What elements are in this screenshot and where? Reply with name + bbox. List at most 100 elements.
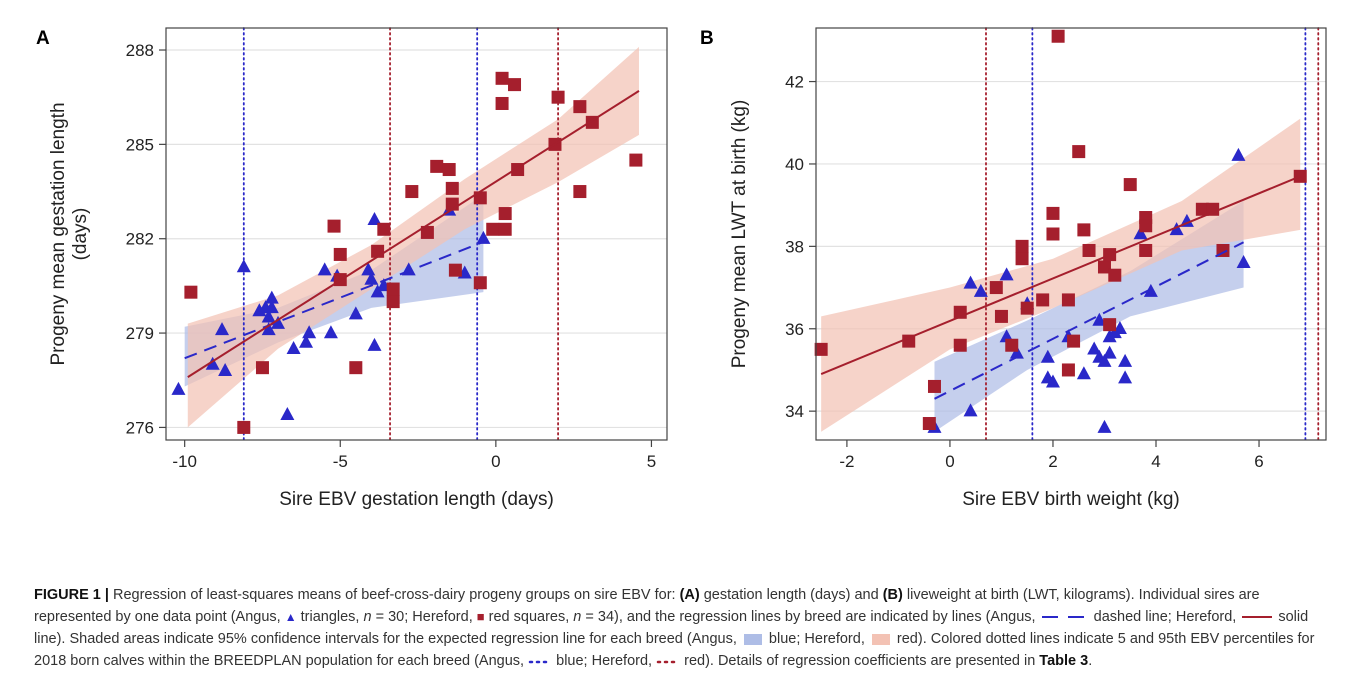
angus-triangle-point	[317, 262, 332, 276]
caption-text: .	[1088, 653, 1093, 669]
y-tick-label: 38	[785, 237, 804, 256]
y-tick-label: 282	[126, 230, 154, 249]
angus-triangle-point	[323, 325, 338, 339]
confidence-band-hereford	[187, 46, 639, 428]
angus-triangle-point	[236, 259, 251, 273]
angus-triangle-point	[1236, 255, 1251, 269]
x-tick-label: 5	[647, 452, 656, 471]
hereford-square-point	[573, 100, 587, 114]
hereford-square-point	[498, 222, 512, 236]
figure-caption: FIGURE 1 | Regression of least-squares m…	[34, 584, 1334, 672]
x-axis-title: Sire EBV birth weight (kg)	[962, 489, 1180, 510]
hereford-square-point	[473, 276, 487, 290]
confidence-band-angus	[934, 201, 1244, 432]
hereford-square-point	[994, 309, 1008, 323]
red-band-swatch-icon	[871, 633, 890, 645]
angus-triangle-point	[1118, 353, 1133, 367]
caption-text: red). Colored dotted lines indicate 5 an…	[34, 631, 1315, 669]
caption-panel-b-ref: (B)	[882, 587, 903, 603]
hereford-square-point	[1195, 202, 1209, 216]
angus-triangle-point	[261, 322, 276, 336]
hereford-square-point	[386, 282, 400, 296]
hereford-square-point	[442, 163, 456, 177]
hereford-square-point	[1077, 223, 1091, 237]
hereford-square-point	[1103, 318, 1117, 332]
hereford-square-point	[1046, 227, 1060, 241]
angus-triangle-point	[1231, 147, 1246, 161]
regression-line-angus	[184, 240, 484, 360]
regression-line-angus	[934, 241, 1245, 400]
blue-dotted-line-icon	[528, 660, 552, 664]
caption-text: triangles,	[296, 609, 364, 625]
hereford-square-point	[1139, 243, 1153, 257]
y-tick-label: 34	[785, 402, 804, 421]
caption-text: red). Details of regression coefficients…	[680, 653, 1040, 669]
angus-triangle-point	[280, 407, 295, 421]
regression-line-hereford	[187, 90, 640, 378]
hereford-square-point	[508, 78, 522, 92]
y-tick-label: 288	[126, 41, 154, 60]
angus-triangle-point	[264, 290, 279, 304]
hereford-square-point	[333, 247, 347, 261]
hereford-square-point	[1046, 206, 1060, 220]
caption-text: gestation length (days) and	[699, 587, 883, 603]
angus-triangle-point	[1087, 341, 1102, 355]
angus-triangle-point	[348, 306, 363, 320]
angus-triangle-point	[1097, 353, 1112, 367]
hereford-square-point	[420, 225, 434, 239]
angus-triangle-point	[364, 271, 379, 285]
hereford-square-point	[405, 185, 419, 199]
solid-line-icon	[1242, 616, 1273, 619]
angus-triangle-point	[1097, 419, 1112, 433]
angus-triangle-point	[286, 340, 301, 354]
hereford-square-point	[1123, 178, 1137, 192]
caption-text: = 30; Hereford,	[371, 609, 477, 625]
hereford-square-point	[551, 90, 565, 104]
angus-triangle-point	[299, 334, 314, 348]
angus-triangle-point	[361, 262, 376, 276]
hereford-square-point	[1051, 29, 1065, 43]
angus-triangle-point	[367, 337, 382, 351]
angus-triangle-point	[1040, 349, 1055, 363]
hereford-square-point	[573, 185, 587, 199]
x-tick-label: 0	[491, 452, 500, 471]
plot-frame	[815, 27, 1327, 441]
hereford-square-point	[386, 295, 400, 309]
y-tick-label: 276	[126, 418, 154, 437]
angus-triangle-point	[171, 381, 186, 395]
hereford-square-point	[495, 96, 509, 110]
y-axis-title: (days)	[70, 208, 91, 261]
angus-triangle-point	[205, 356, 220, 370]
hereford-square-point	[430, 159, 444, 173]
square-marker-icon: ■	[476, 609, 485, 624]
hereford-square-point	[448, 263, 462, 277]
hereford-square-point	[989, 281, 1003, 295]
angus-triangle-point	[215, 322, 230, 336]
hereford-square-point	[445, 181, 459, 195]
x-tick-label: 0	[945, 452, 954, 471]
caption-text: blue; Hereford,	[764, 631, 869, 647]
dashed-line-icon	[1041, 616, 1088, 619]
hereford-square-point	[1061, 363, 1075, 377]
hereford-square-point	[1097, 260, 1111, 274]
angus-triangle-point	[1112, 320, 1127, 334]
caption-n-symbol: n	[573, 609, 582, 625]
plot-frame	[165, 27, 668, 441]
x-tick-label: 4	[1151, 452, 1160, 471]
hereford-square-point	[1072, 145, 1086, 159]
angus-triangle-point	[973, 283, 988, 297]
caption-text: red squares,	[484, 609, 574, 625]
y-tick-label: 285	[126, 135, 154, 154]
angus-triangle-point	[367, 212, 382, 226]
hereford-square-point	[1061, 293, 1075, 307]
caption-text: Regression of least-squares means of bee…	[113, 587, 680, 603]
caption-separator: |	[104, 587, 109, 603]
angus-triangle-point	[1118, 370, 1133, 384]
angus-triangle-point	[999, 267, 1014, 281]
caption-n-symbol: n	[363, 609, 372, 625]
x-tick-label: 2	[1048, 452, 1057, 471]
caption-panel-a-ref: (A)	[679, 587, 700, 603]
chart-b: B 34 36 38 40 42 -2 0 2 4 6 Sire EBV birth weight (…	[700, 27, 1327, 510]
angus-triangle-point	[264, 300, 279, 314]
x-axis-title: Sire EBV gestation length (days)	[279, 489, 554, 510]
